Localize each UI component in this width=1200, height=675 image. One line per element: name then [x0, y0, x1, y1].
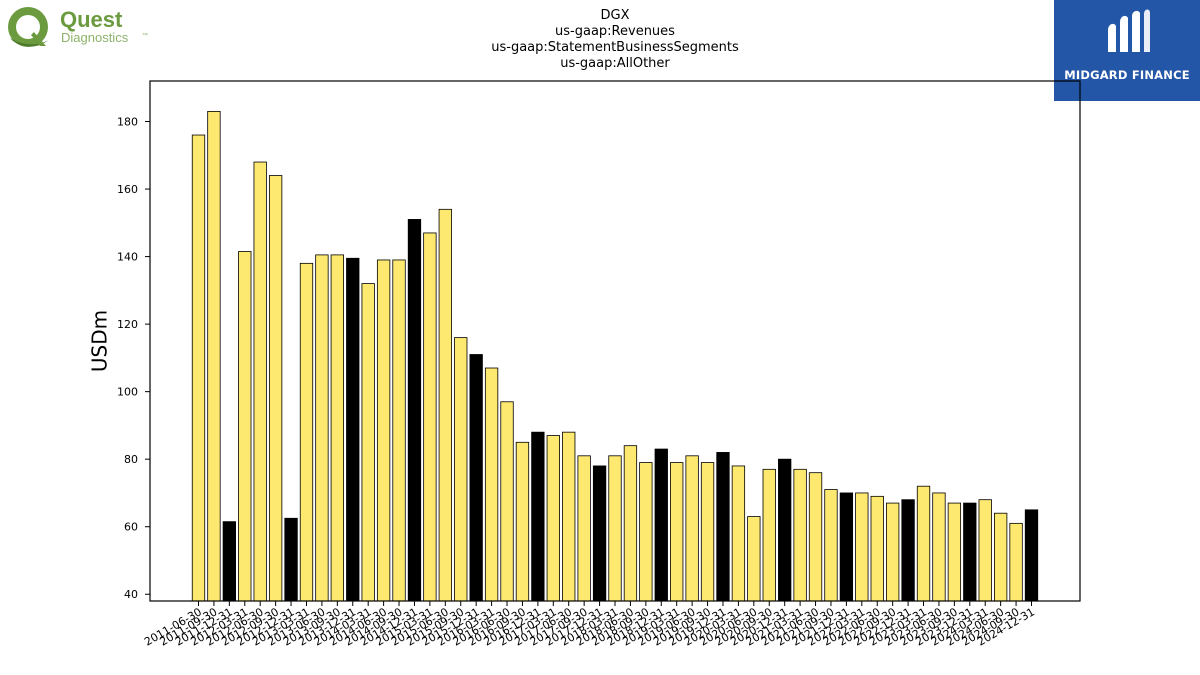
bar — [392, 259, 406, 602]
plot-frame — [149, 80, 1081, 602]
y-axis-label: USDm — [88, 310, 112, 372]
bar — [253, 161, 267, 602]
y-tick-label: 100 — [117, 386, 138, 399]
bar — [222, 521, 237, 602]
bar — [855, 492, 869, 602]
bar — [778, 458, 792, 602]
bar — [808, 472, 823, 602]
bar — [562, 431, 576, 602]
bar — [731, 465, 746, 602]
bar — [207, 110, 221, 602]
bar — [716, 452, 730, 602]
bar — [963, 502, 977, 602]
x-axis: 2011-06-302011-09-302011-12-312012-03-31… — [142, 601, 1037, 649]
bar — [500, 401, 514, 602]
bar — [268, 175, 283, 602]
y-axis: 40 60 80 100 120 140 160 180 — [117, 116, 150, 601]
bar — [993, 512, 1008, 602]
bar — [608, 455, 622, 602]
bar — [886, 502, 900, 602]
bar — [531, 431, 545, 602]
bar — [1024, 509, 1039, 602]
bar — [762, 468, 776, 602]
bar — [469, 354, 483, 602]
bar — [639, 462, 653, 602]
y-tick-label: 60 — [124, 521, 138, 534]
bar — [916, 485, 931, 602]
bar — [484, 367, 499, 602]
quest-logo-mark-icon: Quest Diagnostics ™ — [8, 7, 148, 47]
bar — [747, 516, 761, 602]
bar — [361, 283, 375, 602]
quest-logo-word: Quest — [60, 7, 123, 32]
y-tick-label: 120 — [117, 318, 138, 331]
bar — [901, 499, 915, 602]
bar — [346, 257, 360, 602]
midgard-finance-logo: MIDGARD FINANCE — [1054, 0, 1200, 101]
bar — [685, 455, 699, 602]
bar — [454, 337, 468, 602]
y-tick-label: 140 — [117, 251, 138, 264]
bar — [623, 445, 638, 602]
chart-title-line-3: us-gaap:StatementBusinessSegments — [491, 40, 739, 55]
midgard-finance-name: MIDGARD FINANCE — [1064, 68, 1190, 82]
bar — [315, 254, 329, 602]
bar — [700, 462, 715, 602]
bar — [407, 219, 422, 602]
y-tick-label: 180 — [117, 116, 138, 129]
diagnostics-logo-word: Diagnostics — [61, 30, 129, 45]
bar — [438, 208, 452, 602]
bar — [577, 455, 591, 602]
chart-title-line-2: us-gaap:Revenues — [555, 24, 675, 39]
bar — [978, 499, 992, 602]
trademark-mark: ™ — [142, 32, 148, 39]
bar — [330, 254, 344, 602]
y-tick-label: 80 — [124, 453, 138, 466]
bar — [299, 262, 314, 602]
bar — [191, 134, 206, 602]
bar — [1009, 522, 1023, 602]
bar — [839, 492, 854, 602]
chart-title-line-1: DGX — [600, 8, 630, 23]
bars-group — [191, 110, 1039, 602]
y-tick-label: 40 — [124, 588, 138, 601]
quest-diagnostics-logo: Quest Diagnostics ™ — [4, 4, 164, 52]
y-tick-label: 160 — [117, 183, 138, 196]
bar — [284, 517, 298, 602]
bar — [932, 492, 946, 602]
bar — [670, 462, 684, 602]
bar — [546, 435, 560, 602]
bar — [824, 489, 838, 602]
bar — [793, 468, 807, 602]
bar — [870, 495, 884, 602]
bar — [515, 441, 530, 602]
chart-title-line-4: us-gaap:AllOther — [560, 56, 670, 71]
bar — [592, 465, 607, 602]
bar — [376, 259, 391, 602]
bar — [238, 251, 252, 602]
bar — [654, 448, 668, 602]
bar — [947, 502, 962, 602]
midgard-logo-mark-icon — [1108, 9, 1150, 53]
bar — [423, 232, 437, 602]
